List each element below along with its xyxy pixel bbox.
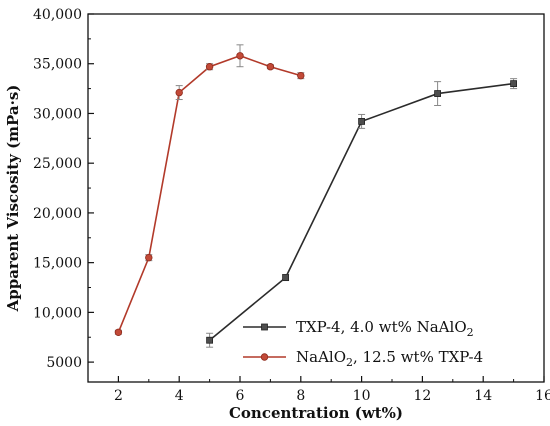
y-tick-label: 40,000 <box>33 7 82 23</box>
legend-item-1: TXP-4, 4.0 wt% NaAlO2 <box>243 318 474 339</box>
legend-label: TXP-4, 4.0 wt% NaAlO2 <box>296 318 474 339</box>
data-point <box>434 90 442 97</box>
x-tick-label: 8 <box>296 388 305 404</box>
x-tick-label: 2 <box>114 388 123 404</box>
y-axis-title: Apparent Viscosity (mPa·s) <box>4 85 22 313</box>
legend-item-2: NaAlO2, 12.5 wt% TXP-4 <box>243 348 483 369</box>
data-point <box>510 80 518 88</box>
x-tick-label: 12 <box>413 388 431 404</box>
y-tick-label: 25,000 <box>33 156 82 172</box>
x-tick-label: 4 <box>175 388 184 404</box>
data-point <box>205 63 214 71</box>
data-point <box>266 63 275 71</box>
y-tick-label: 30,000 <box>33 106 82 122</box>
x-tick-label: 6 <box>236 388 245 404</box>
legend-marker <box>260 353 269 361</box>
x-tick-label: 16 <box>535 388 550 404</box>
legend: TXP-4, 4.0 wt% NaAlO2 NaAlO2, 12.5 wt% TX… <box>243 318 483 369</box>
plot-frame <box>87 13 545 383</box>
data-point <box>114 328 123 336</box>
y-tick-label: 35,000 <box>33 57 82 73</box>
data-point <box>297 71 305 80</box>
y-tick-label: 15,000 <box>33 256 82 272</box>
data-point <box>236 52 244 60</box>
data-point <box>358 118 366 125</box>
data-point <box>175 88 183 97</box>
y-axis-ticks: 5000 10,000 15,000 20,000 25,000 30,000 35,000… <box>33 7 94 371</box>
y-tick-label: 10,000 <box>33 305 82 321</box>
y-tick-label: 5000 <box>46 355 82 371</box>
data-point <box>282 274 290 281</box>
plot-border <box>87 13 545 383</box>
x-tick-label: 10 <box>353 388 371 404</box>
series-2 <box>114 44 305 336</box>
x-tick-label: 14 <box>474 388 492 404</box>
y-tick-label: 20,000 <box>33 206 82 222</box>
x-axis-title: Concentration (wt%) <box>229 404 403 422</box>
data-point <box>145 253 153 262</box>
data-point <box>206 336 214 344</box>
legend-label: NaAlO2, 12.5 wt% TXP-4 <box>296 348 483 369</box>
series-line <box>117 54 302 333</box>
legend-marker <box>261 323 268 331</box>
series-1 <box>206 78 518 348</box>
series-layer <box>114 44 518 348</box>
x-axis-ticks: 2 4 6 8 10 12 14 16 <box>87 376 550 404</box>
